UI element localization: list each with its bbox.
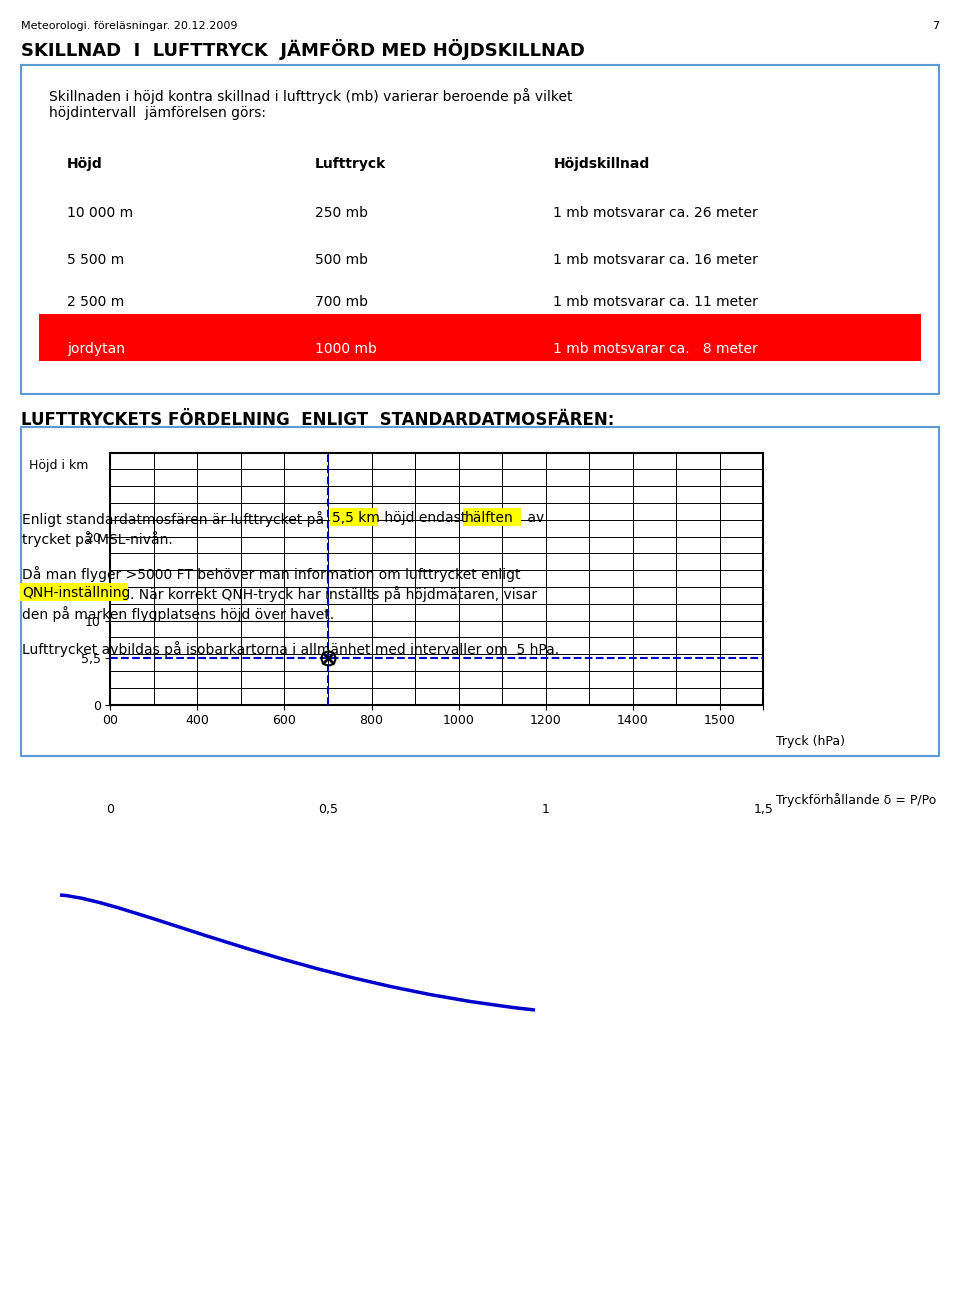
Text: Lufttryck: Lufttryck bbox=[315, 156, 386, 171]
Text: 1 mb motsvarar ca. 16 meter: 1 mb motsvarar ca. 16 meter bbox=[553, 252, 758, 266]
Text: 10 000 m: 10 000 m bbox=[67, 207, 133, 220]
Text: hälften: hälften bbox=[465, 511, 514, 525]
Text: Höjd: Höjd bbox=[67, 156, 103, 171]
Text: 2 500 m: 2 500 m bbox=[67, 296, 124, 309]
Text: Tryckförhållande δ = P/Po: Tryckförhållande δ = P/Po bbox=[777, 793, 937, 807]
Text: jordytan: jordytan bbox=[67, 341, 125, 356]
Text: 7: 7 bbox=[932, 21, 939, 31]
Text: 5 500 m: 5 500 m bbox=[67, 252, 124, 266]
Text: den på marken flygplatsens höjd över havet.: den på marken flygplatsens höjd över hav… bbox=[22, 605, 334, 622]
Text: 250 mb: 250 mb bbox=[315, 207, 368, 220]
Text: SKILLNAD  I  LUFTTRYCK  JÄMFÖRD MED HÖJDSKILLNAD: SKILLNAD I LUFTTRYCK JÄMFÖRD MED HÖJDSKI… bbox=[21, 39, 585, 59]
Text: LUFTTRYCKETS FÖRDELNING  ENLIGT  STANDARDATMOSFÄREN:: LUFTTRYCKETS FÖRDELNING ENLIGT STANDARDA… bbox=[21, 411, 614, 429]
FancyBboxPatch shape bbox=[21, 65, 939, 394]
Text: 1 mb motsvarar ca. 26 meter: 1 mb motsvarar ca. 26 meter bbox=[553, 207, 758, 220]
Text: höjd endast: höjd endast bbox=[380, 511, 470, 525]
Text: Höjdskillnad: Höjdskillnad bbox=[553, 156, 650, 171]
Text: Skillnaden i höjd kontra skillnad i lufttryck (mb) varierar beroende på vilket
h: Skillnaden i höjd kontra skillnad i luft… bbox=[49, 88, 572, 120]
Text: av: av bbox=[523, 511, 544, 525]
Text: trycket på MSL-nivån.: trycket på MSL-nivån. bbox=[22, 530, 173, 547]
Text: 1000 mb: 1000 mb bbox=[315, 341, 376, 356]
Text: 5,5 km: 5,5 km bbox=[332, 511, 380, 525]
Bar bbox=[20, 583, 128, 601]
Bar bbox=[330, 508, 378, 526]
Text: Meteorologi. föreläsningar. 20.12.2009: Meteorologi. föreläsningar. 20.12.2009 bbox=[21, 21, 238, 31]
Text: Då man flyger >5000 FT behöver man information om lufttrycket enligt: Då man flyger >5000 FT behöver man infor… bbox=[22, 566, 520, 582]
Text: . När korrekt QNH-tryck har inställts på höjdmätaren, visar: . När korrekt QNH-tryck har inställts på… bbox=[130, 586, 538, 601]
Text: 1 mb motsvarar ca.   8 meter: 1 mb motsvarar ca. 8 meter bbox=[553, 341, 758, 356]
FancyBboxPatch shape bbox=[21, 427, 939, 756]
Bar bbox=[463, 508, 521, 526]
Text: 500 mb: 500 mb bbox=[315, 252, 368, 266]
Text: 1 mb motsvarar ca. 11 meter: 1 mb motsvarar ca. 11 meter bbox=[553, 296, 758, 309]
Text: Lufttrycket avbildas på isobarkartorna i allmänhet med intervaller om  5 hPa.: Lufttrycket avbildas på isobarkartorna i… bbox=[22, 641, 559, 657]
Text: QNH-inställning: QNH-inställning bbox=[22, 586, 131, 600]
Text: 700 mb: 700 mb bbox=[315, 296, 368, 309]
Text: Höjd i km: Höjd i km bbox=[29, 459, 88, 472]
FancyBboxPatch shape bbox=[39, 314, 921, 361]
Text: Enligt standardatmosfären är lufttrycket på: Enligt standardatmosfären är lufttrycket… bbox=[22, 511, 328, 526]
Text: Tryck (hPa): Tryck (hPa) bbox=[777, 734, 845, 747]
